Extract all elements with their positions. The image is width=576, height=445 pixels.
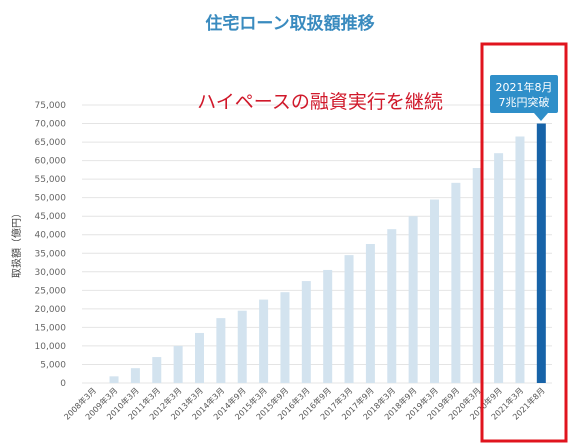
y-tick-label: 5,000 [40, 360, 66, 370]
bar [216, 318, 226, 383]
x-tick-labels: 2008年3月2009年3月2010年3月2011年3月2012年3月2013年… [62, 385, 547, 421]
callout-line-2: 7兆円突破 [499, 95, 550, 109]
bar [301, 281, 311, 383]
bar [472, 168, 482, 383]
bar [494, 153, 504, 383]
y-tick-label: 45,000 [35, 212, 67, 222]
bar [152, 357, 162, 383]
y-tick-label: 30,000 [35, 268, 67, 278]
y-tick-label: 25,000 [35, 286, 67, 296]
bar [344, 255, 354, 383]
bar [259, 299, 269, 383]
y-tick-label: 35,000 [35, 249, 67, 259]
callout-box [490, 75, 558, 113]
bar [515, 136, 525, 383]
bar [408, 216, 418, 383]
bar [430, 199, 439, 383]
bar [451, 182, 461, 383]
y-tick-label: 50,000 [35, 194, 67, 204]
y-tick-label: 70,000 [35, 120, 67, 130]
chart-title: 住宅ローン取扱額推移 [205, 13, 374, 34]
bar [536, 123, 546, 384]
grid-lines [82, 104, 552, 384]
y-tick-labels: 0 5,000 10,000 15,000 20,000 25,000 30,000 35,0… [35, 101, 67, 389]
bars [109, 123, 546, 384]
bar [237, 310, 247, 383]
bar [109, 376, 119, 383]
y-tick-label: 10,000 [35, 342, 67, 352]
bar [173, 345, 183, 383]
bar [323, 269, 333, 383]
y-tick-label: 75,000 [35, 101, 67, 111]
y-tick-label: 40,000 [35, 231, 67, 241]
callout-line-1: 2021年8月 [496, 80, 553, 94]
y-axis-label: 取扱額（億円） [10, 208, 23, 278]
y-tick-label: 0 [60, 379, 66, 389]
callout-badge: 2021年8月 7兆円突破 [490, 75, 558, 121]
bar [387, 229, 397, 383]
highlight-frame [480, 42, 568, 443]
y-tick-label: 15,000 [35, 323, 67, 333]
bar [195, 332, 204, 383]
bar [365, 244, 375, 383]
y-tick-label: 65,000 [35, 138, 67, 148]
y-tick-label: 55,000 [35, 175, 67, 185]
y-tick-label: 60,000 [35, 157, 67, 167]
annotation-text: ハイペースの融資実行を継続 [197, 91, 443, 113]
y-tick-label: 20,000 [35, 305, 67, 315]
bar [130, 368, 140, 383]
bar [280, 292, 290, 383]
callout-pointer [534, 113, 548, 121]
